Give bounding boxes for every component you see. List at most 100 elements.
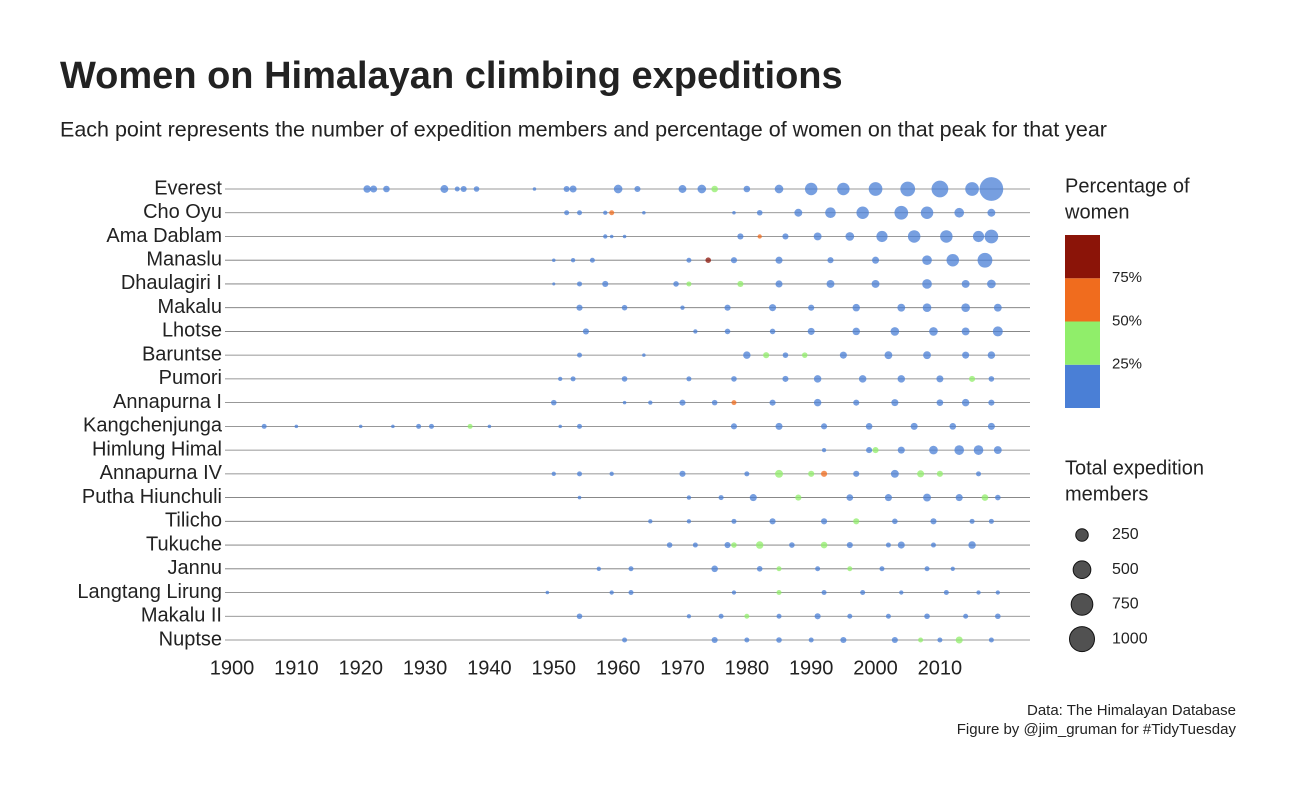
bubble [839, 351, 847, 359]
bubble [910, 422, 918, 430]
bubble [686, 281, 692, 287]
chart-title: Women on Himalayan climbing expeditions [60, 55, 843, 97]
bubble [813, 398, 822, 407]
bubble [775, 256, 783, 264]
bubble [755, 541, 764, 549]
bubble [564, 210, 570, 216]
bubble [749, 494, 757, 502]
bubble [731, 590, 737, 595]
bubble [782, 233, 789, 240]
x-tick-label: 1930 [403, 657, 448, 679]
bubble [804, 182, 818, 196]
bubble [890, 327, 900, 336]
bubble [868, 182, 883, 196]
bubble [954, 445, 965, 455]
bubble [987, 351, 996, 359]
bubble [876, 230, 888, 243]
bubble [756, 565, 763, 572]
bubble [987, 279, 996, 289]
bubble [856, 206, 869, 219]
legend-title: Total expedition [1065, 457, 1204, 479]
bubble [890, 469, 899, 478]
bubble [936, 375, 944, 383]
bubble [628, 566, 634, 572]
bubble [894, 205, 909, 220]
bubble [642, 353, 646, 357]
x-tick-label: 1980 [725, 657, 770, 679]
bubble [801, 352, 808, 358]
bubble [467, 423, 473, 429]
bubble [789, 542, 795, 548]
bubble [552, 258, 556, 262]
legend-swatch [1065, 321, 1100, 365]
bubble [930, 518, 937, 525]
y-tick-label: Baruntse [142, 343, 222, 365]
bubble [775, 422, 783, 430]
bubble [532, 187, 537, 191]
bubble [987, 422, 995, 430]
bubble [988, 376, 995, 382]
bubble [961, 279, 970, 288]
bubble [552, 282, 556, 286]
bubble [613, 184, 623, 194]
bubble [724, 541, 731, 549]
bubble [897, 375, 906, 383]
bubble [609, 590, 614, 595]
y-tick-label: Himlung Himal [92, 438, 222, 460]
bubble [920, 206, 934, 219]
bubble [884, 494, 892, 502]
bubble [943, 590, 949, 596]
bubble [416, 423, 422, 429]
bubble [731, 542, 737, 548]
bubble [962, 351, 970, 359]
bubble [853, 518, 860, 525]
bubble [756, 209, 763, 216]
bubble [440, 185, 449, 193]
bubble [711, 636, 718, 644]
bubble [686, 495, 692, 500]
bubble [775, 280, 783, 288]
bubble [825, 207, 836, 219]
bubble [576, 304, 583, 311]
bubble [621, 304, 628, 311]
bubble [976, 590, 981, 595]
bubble [642, 210, 646, 215]
bubble [821, 590, 827, 596]
bubble [922, 303, 932, 313]
bubble [686, 257, 692, 263]
bubble [961, 303, 970, 313]
y-tick-label: Nuptse [159, 628, 222, 650]
bubble [936, 470, 943, 477]
y-tick-label: Langtang Lirung [77, 581, 222, 603]
bubble [963, 613, 969, 619]
bubble [879, 566, 885, 572]
bubble [968, 541, 976, 549]
y-tick-label: Kangchenjunga [83, 415, 223, 437]
bubble [693, 329, 698, 334]
bubble [981, 494, 989, 501]
bubble [731, 518, 737, 524]
x-tick-label: 1950 [532, 657, 577, 679]
bubble [718, 613, 724, 619]
bubble [602, 280, 609, 288]
bubble [995, 494, 1001, 501]
bubble [744, 471, 750, 477]
bubble [261, 423, 267, 429]
bubble [558, 376, 563, 382]
x-tick-label: 1910 [274, 657, 319, 679]
x-tick-label: 1970 [660, 657, 705, 679]
bubble [732, 210, 736, 215]
legend-swatch [1065, 364, 1100, 408]
bubble [940, 230, 953, 243]
bubble [865, 423, 873, 430]
bubble [807, 327, 815, 335]
bubble [570, 376, 576, 382]
y-tick-label: Tilicho [165, 510, 222, 532]
bubble [993, 446, 1002, 455]
bubble [570, 258, 576, 263]
x-tick-label: 1900 [210, 657, 255, 679]
bubble [946, 253, 960, 267]
x-tick-label: 1960 [596, 657, 641, 679]
y-tick-label: Putha Hiunchuli [82, 486, 222, 508]
bubble [697, 184, 707, 194]
